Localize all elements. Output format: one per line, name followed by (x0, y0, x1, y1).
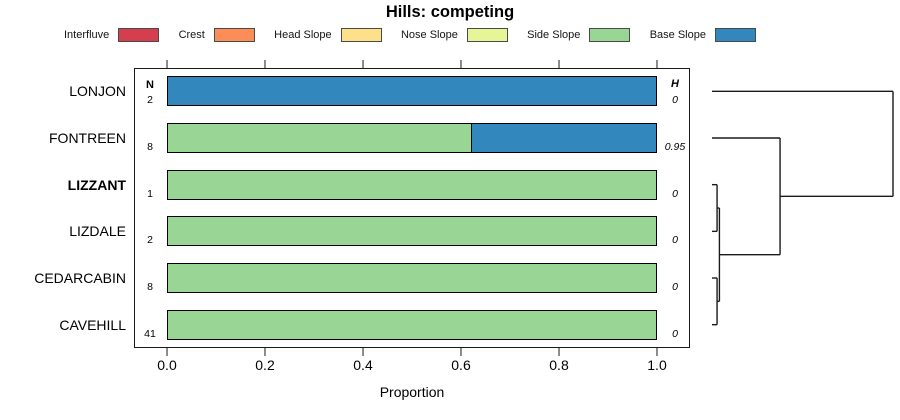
x-tick-label: 0.0 (157, 357, 177, 373)
legend-item: Interfluve (64, 28, 160, 42)
legend-item: Base Slope (650, 28, 756, 42)
x-axis-title: Proportion (379, 384, 445, 400)
legend-item-label: Head Slope (274, 29, 332, 41)
n-value: 8 (147, 281, 153, 293)
legend-item: Side Slope (527, 28, 631, 42)
legend-item: Nose Slope (401, 28, 508, 42)
x-tick-label: 0.8 (549, 357, 569, 373)
legend-item-label: Side Slope (527, 29, 581, 41)
h-column-header: H (671, 78, 679, 90)
legend-swatch (714, 28, 756, 42)
h-value: 0 (672, 281, 678, 293)
x-tick-label: 0.6 (451, 357, 471, 373)
n-value: 2 (147, 234, 153, 247)
h-value: 0 (672, 327, 678, 340)
bar-segment (167, 216, 657, 247)
h-value: 0.95 (664, 141, 686, 153)
legend-item-label: Nose Slope (400, 29, 458, 41)
chart-title: Hills: competing (385, 3, 515, 21)
legend-swatch (466, 28, 508, 42)
x-tick-label: 0.4 (353, 357, 373, 373)
bar-segment (167, 169, 657, 200)
h-value: 0 (672, 234, 678, 247)
x-tick-label: 0.2 (255, 357, 275, 373)
y-axis-label: CEDARCABIN (34, 270, 126, 286)
bar-segment (167, 309, 657, 340)
bar-segment (167, 123, 474, 153)
h-value: 0 (672, 94, 678, 107)
y-axis-label: LONJON (69, 83, 126, 100)
bar-segment (167, 263, 657, 293)
legend-swatch (213, 28, 255, 42)
legend: Interfluve Crest Head Slope Nose Slope Side … (64, 26, 756, 44)
y-axis-label: CAVEHILL (59, 316, 126, 333)
n-column-header: N (146, 79, 154, 91)
n-value: 2 (147, 94, 153, 107)
x-tick-label: 1.0 (647, 357, 667, 373)
legend-swatch (589, 28, 631, 42)
y-axis-label: LIZDALE (69, 223, 126, 240)
legend-swatch (118, 28, 160, 42)
plot-frame (134, 68, 690, 348)
n-value: 1 (147, 187, 153, 200)
legend-item-label: Interfluve (64, 29, 110, 41)
legend-item-label: Crest (178, 29, 205, 41)
n-value: 41 (144, 327, 156, 340)
h-value: 0 (672, 187, 678, 200)
bar-segment (167, 76, 657, 107)
bar-segment (471, 123, 657, 153)
n-value: 8 (147, 141, 153, 153)
legend-item-label: Base Slope (649, 29, 706, 41)
y-axis-label: LIZZANT (67, 176, 126, 193)
legend-item: Crest (179, 28, 255, 42)
legend-item: Head Slope (274, 28, 382, 42)
y-axis-label: FONTREEN (49, 130, 126, 146)
legend-swatch (340, 28, 382, 42)
